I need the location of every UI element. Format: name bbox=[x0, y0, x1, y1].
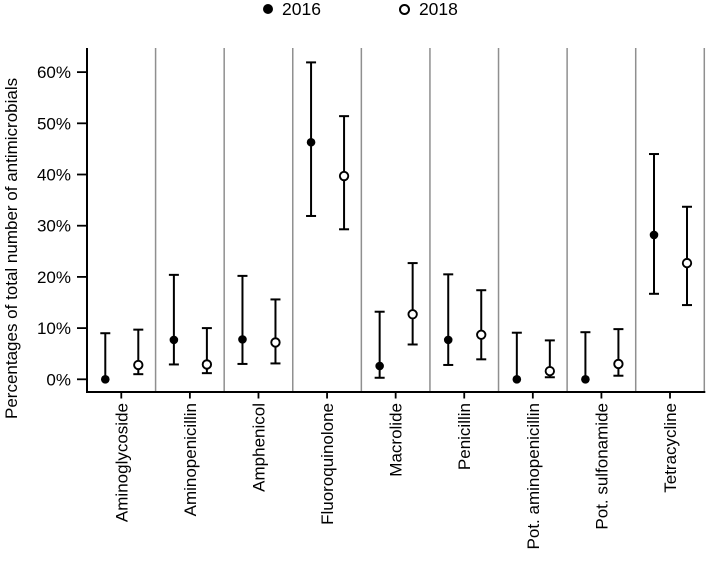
x-category-label: Amphenicol bbox=[249, 403, 268, 492]
x-category-label: Pot. sulfonamide bbox=[592, 403, 611, 530]
chart-legend: 2016 2018 bbox=[263, 0, 458, 18]
y-tick-label: 40% bbox=[37, 166, 71, 185]
y-tick-label: 20% bbox=[37, 268, 71, 287]
point-2018-open-circle bbox=[681, 257, 693, 269]
y-tick-label: 10% bbox=[37, 319, 71, 338]
point-2018-open-circle bbox=[613, 358, 624, 370]
y-tick-label: 0% bbox=[46, 370, 71, 389]
point-2016-filled-circle bbox=[238, 335, 247, 344]
point-2016-filled-circle bbox=[512, 375, 522, 384]
x-category-label: Aminoglycoside bbox=[112, 403, 131, 522]
point-2018-open-circle bbox=[544, 365, 555, 377]
legend-label-2018: 2018 bbox=[418, 0, 458, 19]
point-2016-filled-circle bbox=[649, 230, 659, 240]
x-category-label: Fluoroquinolone bbox=[318, 403, 337, 525]
point-2018-open-circle bbox=[133, 359, 144, 371]
open-circle-icon bbox=[398, 3, 410, 15]
point-2016-filled-circle bbox=[581, 375, 590, 384]
filled-circle-icon bbox=[263, 4, 273, 14]
point-2018-open-circle bbox=[338, 170, 350, 182]
x-category-label: Tetracycline bbox=[661, 403, 680, 493]
legend-item-2018: 2018 bbox=[398, 0, 458, 19]
x-category-label: Pot. aminopenicillin bbox=[524, 403, 543, 549]
y-tick-label: 30% bbox=[37, 217, 71, 236]
point-2018-open-circle bbox=[407, 309, 418, 320]
y-tick-label: 50% bbox=[37, 114, 71, 133]
point-2016-filled-circle bbox=[443, 335, 453, 345]
legend-item-2016: 2016 bbox=[263, 0, 321, 18]
y-axis-title: Percentages of total number of antimicro… bbox=[2, 77, 21, 419]
point-2016-filled-circle bbox=[306, 137, 316, 147]
point-2018-open-circle bbox=[270, 337, 281, 348]
y-tick-label: 60% bbox=[37, 63, 71, 82]
point-2016-filled-circle bbox=[169, 335, 179, 345]
legend-label-2016: 2016 bbox=[282, 0, 321, 19]
point-2018-open-circle bbox=[476, 329, 487, 340]
x-category-label: Penicillin bbox=[455, 403, 474, 470]
point-2018-open-circle bbox=[201, 359, 213, 370]
x-category-label: Aminopenicillin bbox=[181, 403, 200, 516]
x-category-label: Macrolide bbox=[387, 403, 406, 477]
point-2016-filled-circle bbox=[375, 361, 384, 371]
point-2016-filled-circle bbox=[100, 375, 110, 384]
